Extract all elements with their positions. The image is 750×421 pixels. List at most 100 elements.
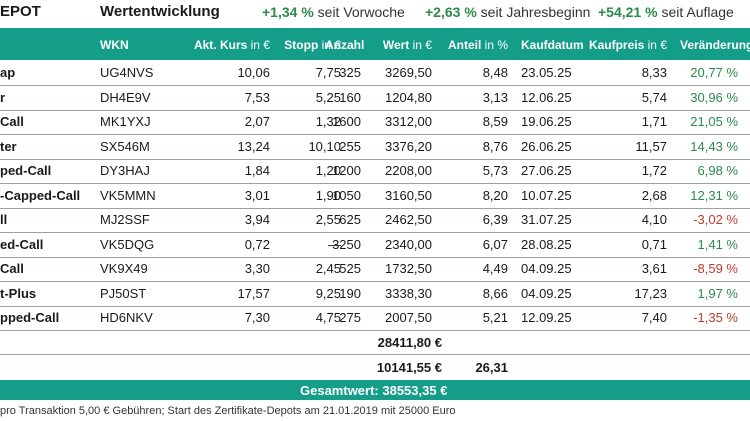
col-kaufpreis: Kaufpreis in € bbox=[588, 38, 667, 52]
perf-week: +1,34 % seit Vorwoche bbox=[262, 4, 405, 20]
cell-veraenderung: -1,35 % bbox=[693, 310, 738, 325]
cell-wert: 2208,00 bbox=[385, 163, 432, 178]
cell-veraenderung: 30,96 % bbox=[690, 89, 738, 105]
cell-anzahl: 625 bbox=[339, 212, 361, 227]
title-bar: EPOT Wertentwicklung +1,34 % seit Vorwoc… bbox=[0, 0, 750, 26]
cell-anteil: 6,39 bbox=[482, 212, 508, 227]
cell-name: ped-Call bbox=[0, 163, 52, 178]
cell-wert: 2462,50 bbox=[385, 212, 432, 227]
cell-wkn: HD6NKV bbox=[100, 310, 153, 325]
cell-kaufpreis: 5,74 bbox=[641, 89, 667, 105]
cell-kaufpreis: 2,68 bbox=[641, 187, 667, 203]
col-veraenderung: Veränderung bbox=[680, 38, 750, 52]
cell-wert: 2340,00 bbox=[385, 236, 432, 252]
cell-anzahl: 325 bbox=[339, 65, 361, 80]
cell-veraenderung: 14,43 % bbox=[690, 138, 738, 154]
cell-kaufdatum: 27.06.25 bbox=[521, 163, 572, 178]
cell-anteil: 8,20 bbox=[482, 187, 508, 203]
cell-kaufdatum: 31.07.25 bbox=[521, 212, 572, 227]
cell-kaufdatum: 12.09.25 bbox=[521, 310, 572, 325]
table-row: Call MK1YXJ 2,07 1,32 1600 3312,00 8,59 19.06.2… bbox=[0, 109, 750, 135]
cell-veraenderung: 6,98 % bbox=[697, 163, 738, 178]
cell-wkn: PJ50ST bbox=[100, 285, 147, 301]
cell-wkn: VK5MMN bbox=[100, 187, 156, 203]
cell-kaufdatum: 23.05.25 bbox=[521, 65, 572, 80]
cell-veraenderung: -3,02 % bbox=[693, 212, 738, 227]
cell-anzahl: 1050 bbox=[332, 187, 361, 203]
cell-kurs: 3,30 bbox=[244, 261, 270, 276]
cell-wkn: MJ2SSF bbox=[100, 212, 150, 227]
table-row: t-Plus PJ50ST 17,57 9,25 190 3338,30 8,66 04.09… bbox=[0, 281, 750, 307]
cell-stopp: — bbox=[328, 236, 341, 252]
cell-wert: 3338,30 bbox=[385, 285, 432, 301]
cell-wkn: UG4NVS bbox=[100, 65, 154, 80]
col-anzahl: Anzahl bbox=[325, 38, 365, 52]
summary-invested: 28411,80 € bbox=[377, 335, 442, 350]
cell-stopp: 7,75 bbox=[315, 65, 341, 80]
table-row: -Capped-Call VK5MMN 3,01 1,90 1050 3160,50 8,2… bbox=[0, 183, 750, 209]
cell-veraenderung: 20,77 % bbox=[690, 65, 738, 80]
cell-name: Call bbox=[0, 261, 24, 276]
cell-stopp: 1,32 bbox=[315, 114, 341, 129]
cell-kaufpreis: 8,33 bbox=[641, 65, 667, 80]
cell-stopp: 5,25 bbox=[315, 89, 341, 105]
cell-kaufpreis: 17,23 bbox=[634, 285, 667, 301]
cell-kaufdatum: 12.06.25 bbox=[521, 89, 572, 105]
table-row: ter SX546M 13,24 10,10 255 3376,20 8,76 26.06.2… bbox=[0, 134, 750, 160]
cell-stopp: 2,55 bbox=[315, 212, 341, 227]
cell-kaufdatum: 04.09.25 bbox=[521, 261, 572, 276]
table-row: Call VK9X49 3,30 2,45 525 1732,50 4,49 04.09.25… bbox=[0, 256, 750, 282]
cell-anzahl: 1200 bbox=[332, 163, 361, 178]
cell-kaufpreis: 0,71 bbox=[641, 236, 667, 252]
cell-wkn: SX546M bbox=[100, 138, 150, 154]
cell-kurs: 3,94 bbox=[244, 212, 270, 227]
table-row: ed-Call VK5DQG 0,72 —3250 2340,00 6,07 28.08.2… bbox=[0, 232, 750, 258]
cell-kurs: 10,06 bbox=[237, 65, 270, 80]
col-wert: Wert in € bbox=[382, 38, 432, 52]
cell-kaufpreis: 11,57 bbox=[635, 138, 667, 154]
cell-stopp: 4,75 bbox=[315, 310, 341, 325]
cell-name: ap bbox=[0, 65, 16, 80]
table-row: pped-Call HD6NKV 7,30 4,75 275 2007,50 5,21 12.… bbox=[0, 305, 750, 331]
cell-kaufpreis: 4,10 bbox=[641, 212, 667, 227]
cell-anteil: 8,59 bbox=[482, 114, 508, 129]
summary-cash: 10141,55 € bbox=[376, 360, 442, 375]
cell-stopp: 10,10 bbox=[308, 138, 341, 154]
perf-year: +2,63 % seit Jahresbeginn bbox=[425, 4, 590, 20]
cell-name: ed-Call bbox=[0, 236, 44, 252]
cell-name: ter bbox=[0, 138, 17, 154]
summary-cash-share: 26,31 bbox=[475, 360, 508, 375]
cell-name: -Capped-Call bbox=[0, 187, 81, 203]
cell-wert: 1732,50 bbox=[385, 261, 432, 276]
cell-anzahl: 190 bbox=[339, 285, 361, 301]
cell-stopp: 1,20 bbox=[315, 163, 341, 178]
cell-veraenderung: 1,41 % bbox=[697, 236, 738, 252]
cell-wkn: VK9X49 bbox=[100, 261, 148, 276]
cell-name: pped-Call bbox=[0, 310, 60, 325]
depot-title: EPOT bbox=[0, 3, 41, 20]
cell-veraenderung: -8,59 % bbox=[693, 261, 738, 276]
cell-anteil: 5,21 bbox=[482, 310, 508, 325]
cell-anzahl: 255 bbox=[339, 138, 361, 154]
perf-start-value: +54,21 % bbox=[598, 4, 658, 20]
perf-start-label: seit Auflage bbox=[661, 4, 734, 20]
perf-start: +54,21 % seit Auflage bbox=[598, 4, 734, 20]
cell-anzahl: 3250 bbox=[332, 236, 361, 252]
cell-stopp: 2,45 bbox=[315, 261, 341, 276]
cell-kaufpreis: 3,61 bbox=[641, 261, 667, 276]
perf-year-value: +2,63 % bbox=[425, 4, 477, 20]
cell-wert: 3376,20 bbox=[385, 138, 432, 154]
cell-kurs: 17,57 bbox=[237, 285, 270, 301]
cell-wert: 3160,50 bbox=[385, 187, 432, 203]
footnote: pro Transaktion 5,00 € Gebühren; Start d… bbox=[0, 405, 456, 417]
cell-anteil: 8,66 bbox=[482, 285, 508, 301]
total-bar: Gesamtwert: 38553,35 € bbox=[0, 380, 750, 400]
cell-name: t-Plus bbox=[0, 285, 37, 301]
cell-wert: 1204,80 bbox=[385, 89, 432, 105]
cell-anteil: 5,73 bbox=[482, 163, 508, 178]
cell-kurs: 3,01 bbox=[244, 187, 270, 203]
cell-anzahl: 160 bbox=[339, 89, 361, 105]
cell-kaufpreis: 1,72 bbox=[641, 163, 667, 178]
cell-kurs: 7,53 bbox=[244, 89, 270, 105]
table-row: ped-Call DY3HAJ 1,84 1,20 1200 2208,00 5,73 27.… bbox=[0, 158, 750, 184]
